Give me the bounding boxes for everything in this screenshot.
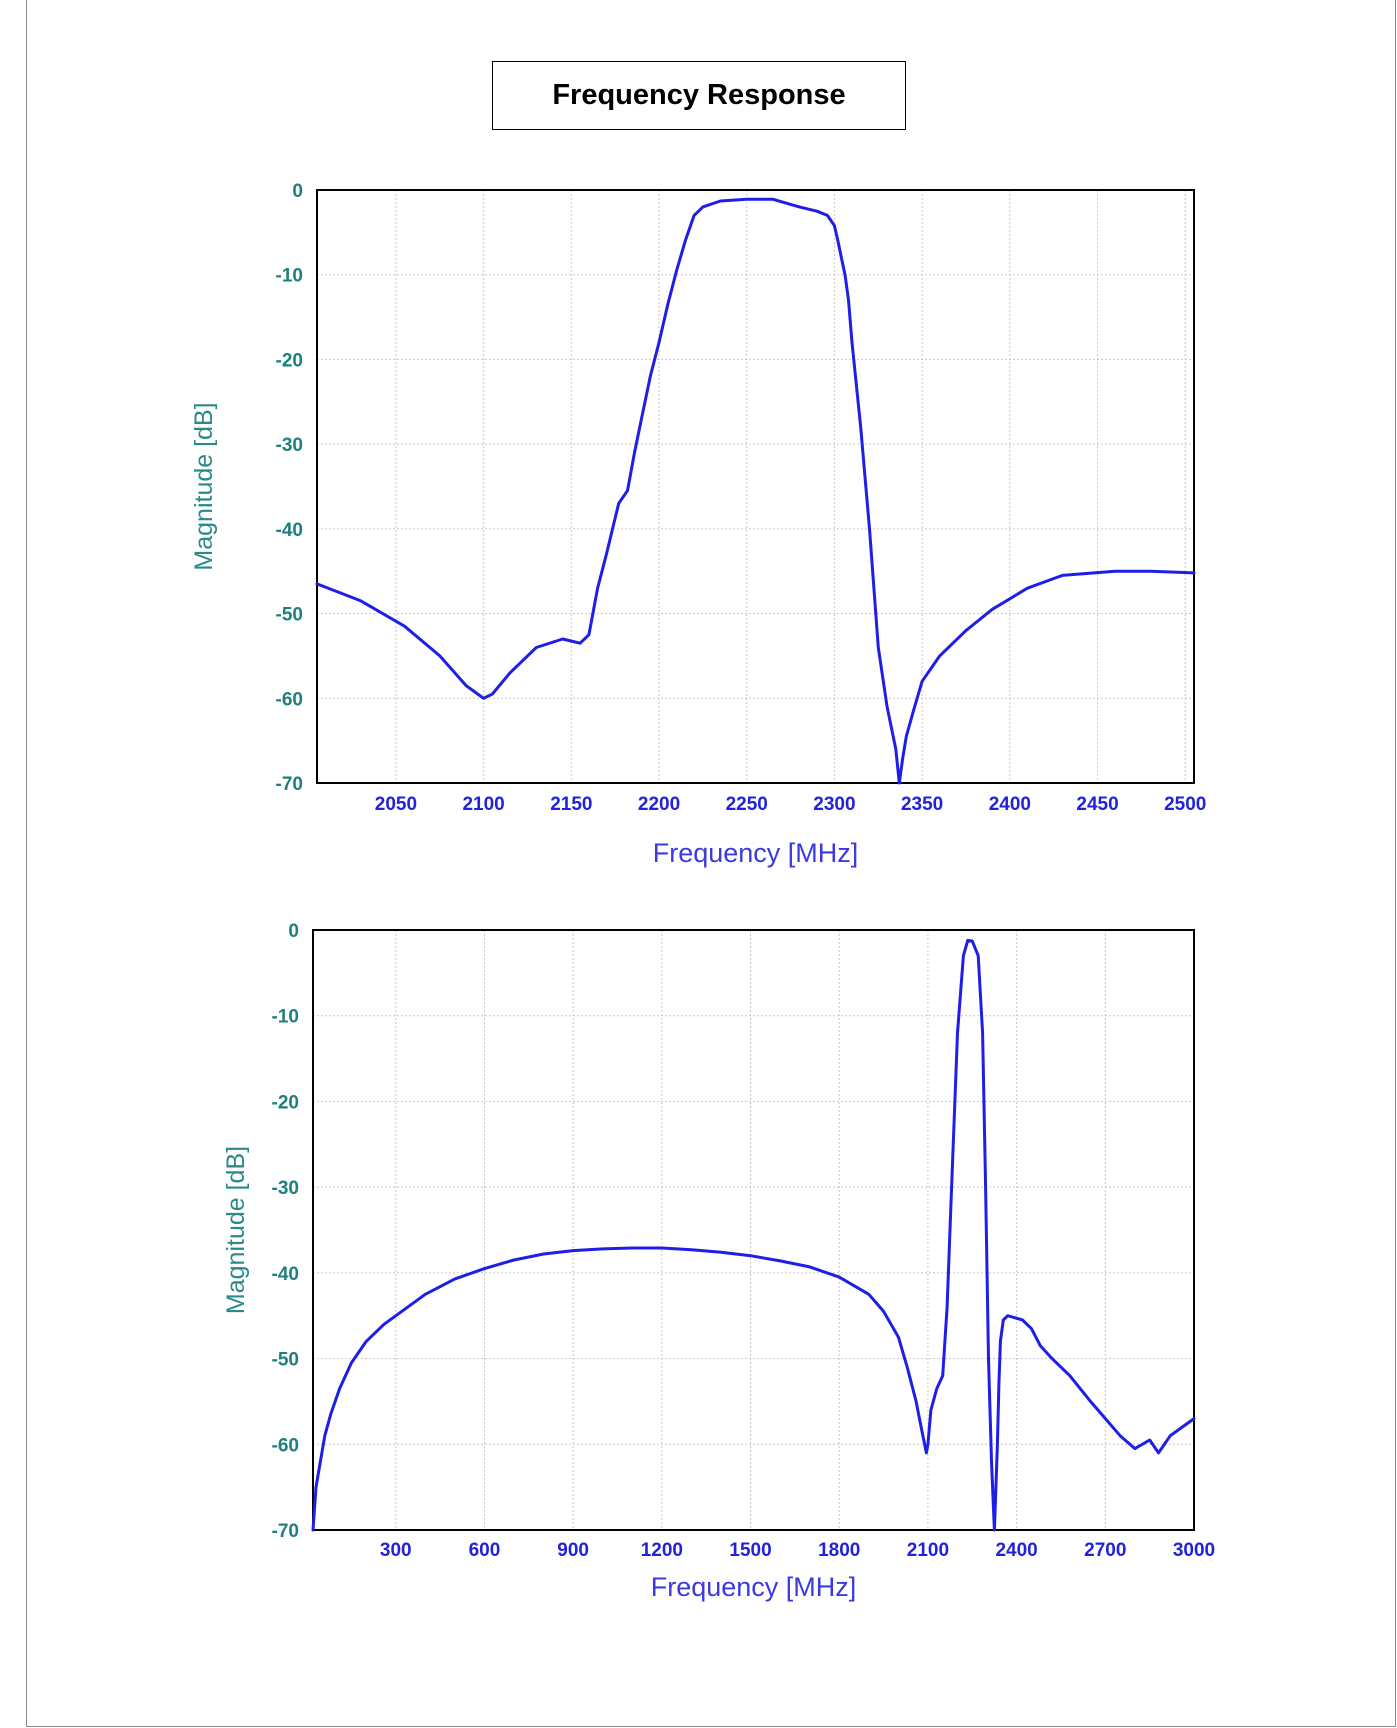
y-tick-label: -70: [272, 1521, 299, 1542]
x-tick-label: 2450: [1076, 794, 1118, 815]
plot-area: [317, 190, 1194, 783]
x-tick-label: 2300: [813, 794, 855, 815]
x-tick-label: 600: [469, 1540, 501, 1561]
x-tick-label: 2400: [995, 1540, 1037, 1561]
y-tick-label: -50: [276, 605, 303, 626]
x-tick-label: 1800: [818, 1540, 860, 1561]
x-tick-label: 2250: [726, 794, 768, 815]
chart-bottom: 300 600 900 1200 1500 1800 2100 2400 2700 3000 0 -1…: [222, 921, 1215, 1602]
x-tick-label: 2100: [462, 794, 504, 815]
x-tick-label: 1500: [729, 1540, 771, 1561]
y-tick-label: 0: [288, 921, 299, 942]
y-tick-label: -60: [272, 1435, 299, 1456]
chart-top: 2050 2100 2150 2200 2250 2300 2350 2400 2450 2500…: [190, 181, 1206, 868]
y-tick-label: -10: [276, 266, 303, 287]
series-line: [311, 938, 1196, 1532]
x-axis-label: Frequency [MHz]: [651, 1572, 857, 1602]
y-tick-label: -40: [272, 1264, 299, 1285]
grid-lines: [317, 189, 1194, 784]
y-tick-label: -20: [272, 1092, 299, 1113]
plot-frame: [312, 929, 1195, 1531]
y-tick-label: -30: [276, 435, 303, 456]
x-tick-label: 2150: [550, 794, 592, 815]
plot-frame: [316, 189, 1195, 784]
y-tick-label: -20: [276, 350, 303, 371]
y-tick-label: -30: [272, 1178, 299, 1199]
x-tick-label: 2100: [907, 1540, 949, 1561]
y-axis-label: Magnitude [dB]: [222, 1146, 250, 1314]
y-axis-label: Magnitude [dB]: [190, 402, 218, 570]
y-tick-label: -60: [276, 689, 303, 710]
y-tick-label: -40: [276, 520, 303, 541]
y-tick-label: -50: [272, 1350, 299, 1371]
y-tick-label: -70: [276, 774, 303, 795]
page-title: Frequency Response: [552, 79, 846, 111]
x-tick-label: 2700: [1084, 1540, 1126, 1561]
x-tick-label: 900: [557, 1540, 589, 1561]
page-frame: [26, 0, 1396, 1727]
x-tick-label: 2050: [375, 794, 417, 815]
x-tick-label: 2400: [989, 794, 1031, 815]
x-tick-label: 2500: [1164, 794, 1206, 815]
y-tick-label: 0: [292, 181, 303, 202]
page-title-box: Frequency Response: [492, 61, 906, 130]
x-tick-label: 2200: [638, 794, 680, 815]
x-tick-label: 3000: [1173, 1540, 1215, 1561]
x-tick-label: 2350: [901, 794, 943, 815]
x-tick-label: 1200: [641, 1540, 683, 1561]
y-tick-label: -10: [272, 1007, 299, 1028]
x-axis-label: Frequency [MHz]: [653, 838, 859, 868]
series-line: [315, 197, 1196, 785]
plot-area: [313, 930, 1194, 1530]
x-tick-label: 300: [380, 1540, 412, 1561]
